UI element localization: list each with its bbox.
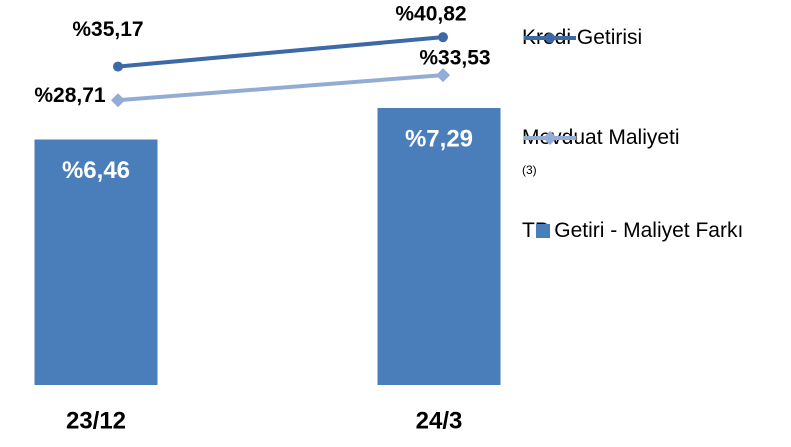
line-value-label: %33,53 — [419, 47, 490, 70]
line-value-label: %40,82 — [395, 3, 466, 26]
legend-marker — [543, 131, 557, 145]
line-value-label: %28,71 — [34, 84, 106, 107]
x-tick-label: 23/12 — [66, 407, 126, 434]
legend-item: Mevduat Maliyeti (3) — [522, 122, 682, 192]
legend-item: TP Getiri - Maliyet Farkı — [522, 215, 747, 247]
marker — [113, 61, 123, 72]
bar — [377, 107, 501, 385]
line — [117, 73, 444, 103]
bar — [34, 139, 158, 385]
line-value-label: %35,17 — [72, 18, 143, 41]
legend-marker — [545, 33, 555, 43]
legend-item: Kredi Getirisi — [522, 22, 752, 54]
legend-icon — [524, 131, 576, 145]
bar-value-label: %6,46 — [62, 157, 130, 184]
legend-icon — [536, 224, 550, 238]
legend-name: Mevduat Maliyeti — [522, 126, 680, 149]
legend-name: Kredi Getirisi — [522, 26, 643, 49]
x-tick-label: 24/3 — [416, 407, 463, 434]
legend-name: TP Getiri - Maliyet Farkı — [522, 219, 744, 242]
marker — [438, 32, 448, 43]
marker — [111, 93, 125, 108]
legend-icon — [524, 33, 576, 43]
legend-label: TP Getiri - Maliyet Farkı — [522, 215, 747, 247]
legend-label: Kredi Getirisi — [522, 22, 752, 54]
marker — [436, 68, 450, 83]
legend-swatch — [536, 224, 550, 238]
line — [117, 35, 444, 69]
legend-note: (3) — [522, 163, 537, 177]
legend-label: Mevduat Maliyeti (3) — [522, 122, 682, 192]
bar-value-label: %7,29 — [405, 125, 473, 152]
